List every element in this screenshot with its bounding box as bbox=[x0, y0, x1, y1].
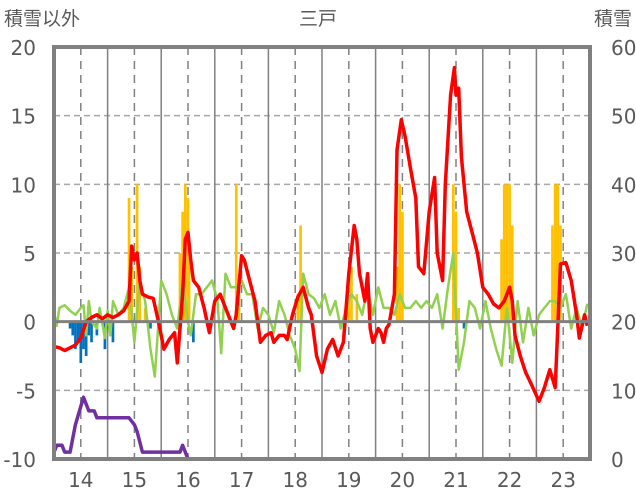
orange-bar bbox=[299, 225, 302, 322]
orange-bar bbox=[510, 225, 514, 322]
orange-bar bbox=[454, 211, 458, 322]
x-tick-label: 19 bbox=[336, 468, 361, 492]
orange-bar bbox=[127, 198, 131, 322]
chart-title: 三戸 bbox=[299, 8, 337, 30]
left-tick-label: 10 bbox=[11, 173, 36, 197]
orange-bar bbox=[347, 294, 351, 322]
blue-bar bbox=[87, 321, 91, 336]
blue-bar bbox=[76, 321, 80, 343]
x-tick-label: 23 bbox=[550, 468, 575, 492]
x-tick-label: 16 bbox=[175, 468, 200, 492]
x-tick-label: 15 bbox=[122, 468, 147, 492]
orange-bar bbox=[457, 307, 461, 322]
blue-bar bbox=[106, 321, 109, 329]
x-tick-label: 17 bbox=[229, 468, 254, 492]
blue-bar bbox=[84, 321, 88, 356]
orange-bar bbox=[505, 184, 509, 322]
left-tick-label: 5 bbox=[23, 242, 36, 266]
x-tick-label: 22 bbox=[497, 468, 522, 492]
axes bbox=[52, 45, 592, 461]
orange-bar bbox=[508, 184, 511, 322]
orange-bar bbox=[551, 225, 554, 322]
plot-frame bbox=[52, 45, 592, 461]
orange-bar bbox=[186, 198, 190, 322]
grid bbox=[54, 47, 590, 459]
orange-bar bbox=[187, 266, 191, 322]
orange-bar bbox=[401, 211, 404, 322]
blue-bar bbox=[79, 321, 83, 363]
orange-bar bbox=[502, 184, 506, 322]
blue-bar bbox=[90, 321, 93, 343]
orange-bar bbox=[178, 253, 182, 322]
left-tick-label: -10 bbox=[3, 448, 36, 472]
right-tick-label: 30 bbox=[611, 242, 636, 266]
orange-bar bbox=[130, 266, 134, 322]
right-tick-label: 40 bbox=[611, 173, 636, 197]
orange-bar bbox=[556, 184, 560, 322]
blue-bar bbox=[462, 321, 466, 329]
x-tick-label: 20 bbox=[390, 468, 415, 492]
blue-bar bbox=[71, 321, 75, 336]
orange-bar bbox=[143, 307, 147, 322]
orange-bar bbox=[398, 184, 402, 322]
orange-bar bbox=[553, 184, 557, 322]
left-tick-label: -5 bbox=[16, 379, 36, 403]
blue-bar bbox=[74, 321, 77, 350]
blue-bar bbox=[68, 321, 72, 329]
right-tick-label: 50 bbox=[611, 105, 636, 129]
blue-bar bbox=[111, 321, 115, 343]
purple-series-line bbox=[52, 395, 590, 461]
left-tick-label: 20 bbox=[11, 36, 36, 60]
right-axis-label: 積雪 bbox=[594, 8, 632, 30]
right-tick-label: 0 bbox=[611, 448, 624, 472]
orange-bar bbox=[296, 294, 300, 322]
x-tick-label: 14 bbox=[68, 468, 93, 492]
blue-bar bbox=[149, 321, 152, 329]
left-tick-label: 15 bbox=[11, 105, 36, 129]
left-axis-label: 積雪以外 bbox=[4, 8, 80, 30]
right-tick-label: 10 bbox=[611, 379, 636, 403]
x-tick-label: 21 bbox=[443, 468, 468, 492]
orange-bar bbox=[234, 184, 238, 322]
left-tick-label: 0 bbox=[23, 311, 36, 335]
right-tick-label: 20 bbox=[611, 311, 636, 335]
red-series-line bbox=[53, 65, 589, 404]
right-tick-label: 60 bbox=[611, 36, 636, 60]
x-tick-label: 18 bbox=[282, 468, 307, 492]
orange-bar bbox=[395, 266, 399, 322]
blue-bar bbox=[192, 321, 195, 343]
orange-bar bbox=[500, 239, 503, 322]
orange-bar bbox=[355, 294, 359, 322]
